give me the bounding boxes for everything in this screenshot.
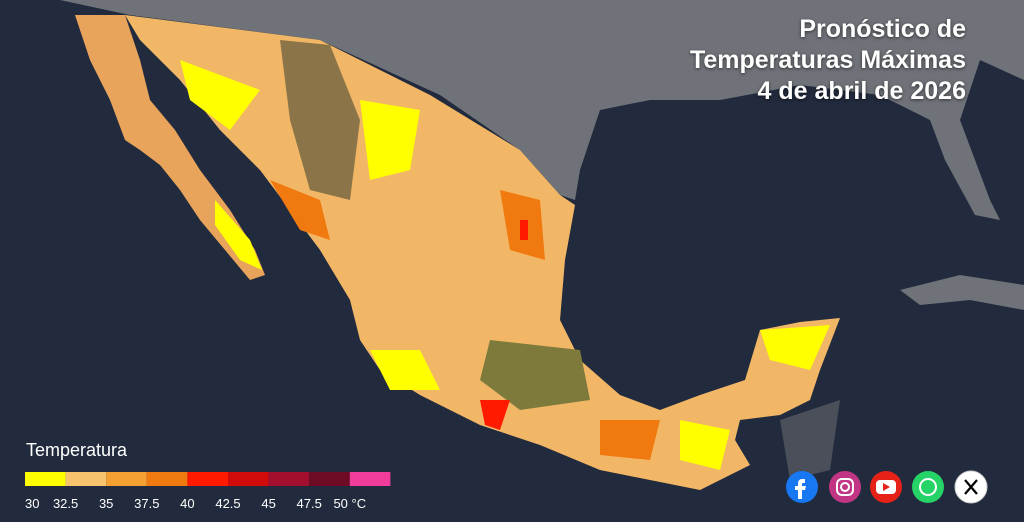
legend-swatch [106, 472, 147, 486]
youtube-glyph [883, 483, 890, 491]
land-north [60, 0, 1024, 220]
legend-swatch [309, 472, 350, 486]
warm-region [370, 350, 440, 390]
legend-swatch [146, 472, 188, 486]
title: Pronóstico de Temperaturas Máximas 4 de … [690, 14, 966, 107]
warm-region [180, 60, 260, 130]
desert-region [280, 40, 360, 200]
legend-title: Temperatura [26, 440, 128, 460]
legend-label: 42.5 [215, 496, 240, 511]
warm-region [760, 325, 830, 370]
social-icons [786, 470, 988, 504]
legend: 30 32.5 35 37.5 40 42.5 45 47.5 50 °C [25, 472, 391, 511]
legend-label: 37.5 [134, 496, 159, 511]
instagram-glyph [836, 478, 854, 496]
whatsapp-glyph [919, 478, 937, 496]
legend-label: 47.5 [297, 496, 322, 511]
title-line: Temperaturas Máximas [689, 46, 966, 74]
legend-label: 45 [261, 496, 275, 511]
legend-swatch [268, 472, 310, 486]
legend-label: 40 [180, 496, 194, 511]
legend-swatch [25, 472, 66, 486]
title-line: 4 de abril de 2026 [757, 77, 966, 105]
x-glyph [964, 479, 978, 495]
legend-swatch [187, 472, 228, 486]
legend-swatch [65, 472, 107, 486]
hot-region [270, 180, 330, 240]
facebook-glyph [795, 479, 806, 499]
warm-region [680, 420, 730, 470]
instagram-icon[interactable] [829, 471, 861, 503]
whatsapp-icon[interactable] [912, 471, 944, 503]
hot-region [600, 420, 660, 460]
legend-label: 32.5 [53, 496, 78, 511]
very-hot-spot [520, 220, 528, 240]
title-line: Pronóstico de [799, 15, 966, 43]
instagram-glyph [840, 482, 850, 492]
cuba [900, 275, 1024, 310]
legend-swatch [228, 472, 269, 486]
legend-swatch [349, 472, 391, 486]
very-hot-spot [480, 400, 510, 430]
legend-label: 30 [25, 496, 39, 511]
highland-region [480, 340, 590, 410]
warm-region [360, 100, 420, 180]
belize-guatemala [780, 400, 840, 480]
legend-label: 35 [99, 496, 113, 511]
legend-label: 50 °C [333, 496, 366, 511]
warm-region [215, 200, 262, 270]
